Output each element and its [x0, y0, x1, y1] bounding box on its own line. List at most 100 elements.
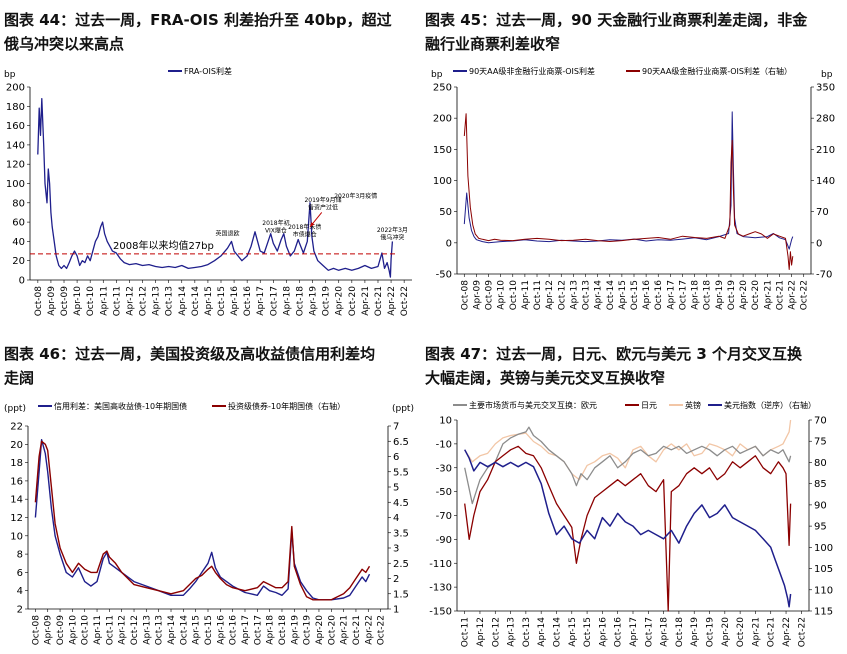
chart-46-xtick-label: Oct-21 [352, 615, 362, 645]
chart-44-xtick-label: Oct-19 [322, 286, 332, 317]
chart-46-xtick-label: Oct-17 [253, 615, 263, 645]
chart-46-ytick-right-label: 4 [393, 513, 399, 524]
chart-46-xtick-label: Oct-09 [56, 615, 66, 646]
chart-44-annotation: 2018年初 [262, 219, 289, 227]
chart-45-xtick-label: Apr-15 [618, 280, 628, 310]
chart-45-xtick-label: Oct-09 [485, 280, 495, 311]
chart-44-annotation: 2018年末债 [288, 223, 321, 231]
chart-44-ytick-label: 20 [12, 256, 25, 267]
chart-46-xtick-label: Oct-14 [179, 615, 189, 646]
chart-46-ytick-right-label: 2.5 [393, 559, 409, 570]
chart-44-xtick-label: Oct-17 [269, 286, 279, 316]
chart-44-xtick-label: Oct-13 [165, 286, 175, 316]
chart-46-ytick-right-label: 3 [393, 544, 399, 555]
chart-45-plot: -50 0 50 100 150 200 250 -70 0 70 140 210 280 350 Oct-… [431, 66, 835, 311]
chart-44-annotation: 2022年3月 [377, 226, 408, 234]
chart-47-ytick-right-label: 95 [814, 522, 827, 533]
chart-47-legend-label: 主要市场货币与美元交叉互换：欧元 [469, 400, 597, 410]
chart-45-xtick-label: Oct-22 [800, 280, 810, 310]
chart-45-xtick-label: Oct-19 [727, 280, 737, 311]
chart-45-xtick-label: Apr-12 [545, 280, 555, 310]
chart-46-xtick-label: Apr-13 [142, 615, 152, 645]
chart-45-legend-label: 90天AA级非金融行业商票-OIS利差 [469, 66, 595, 76]
chart-45-ytick-label: 150 [433, 145, 452, 156]
chart-47-xtick-label: Apr-22 [782, 617, 792, 647]
chart-44-xtick-label: Oct-10 [86, 286, 96, 317]
chart-47-xtick-label: Apr-18 [660, 617, 670, 647]
chart-45-xtick-label: Apr-20 [739, 280, 749, 310]
chart-44-ytick-label: 0 [19, 276, 25, 287]
chart-46-legend-label: 信用利差：美国高收益债-10年期国债 [54, 401, 187, 411]
chart-47-xtick-label: Oct-20 [736, 617, 746, 648]
chart-45-xtick-label: Oct-17 [678, 280, 688, 310]
chart-47-xtick-label: Oct-21 [767, 617, 777, 647]
chart-47-title-line1: 图表 47：过去一周，日元、欧元与美元 3 个月交叉互换 [425, 345, 802, 363]
chart-45-xtick-label: Oct-16 [654, 280, 664, 311]
chart-panel-46: 图表 46：过去一周，美国投资级及高收益债信用利差均 走阔 2 4 6 8 10 12 14… [0, 327, 423, 654]
chart-46-xtick-label: Apr-11 [93, 615, 103, 645]
chart-45-ytick-right-label: 140 [816, 176, 835, 187]
chart-47-xtick-label: Apr-16 [598, 617, 608, 647]
chart-44-legend-label: FRA-OIS利差 [184, 66, 232, 76]
chart-47-xtick-label: Apr-13 [507, 617, 517, 647]
chart-45-ytick-right-label: -70 [816, 270, 832, 281]
chart-44-xtick-label: Apr-11 [99, 286, 109, 316]
chart-44-xtick-label: Apr-12 [125, 286, 135, 316]
chart-45-ytick-label: 200 [433, 114, 452, 125]
chart-47-ytick-right-label: 70 [814, 416, 827, 427]
chart-panel-44: 图表 44：过去一周，FRA-OIS 利差抬升至 40bp，超过 俄乌冲突以来高… [0, 0, 423, 327]
chart-45-xtick-label: Apr-13 [569, 280, 579, 310]
chart-47-ytick-right-label: 80 [814, 458, 827, 469]
chart-46-xtick-label: Oct-10 [81, 615, 91, 646]
chart-46-unit-right: (ppt) [392, 404, 414, 414]
chart-46-ytick-right-label: 5 [393, 483, 399, 494]
chart-47-xtick-label: Apr-12 [476, 617, 486, 647]
chart-47-legend-label: 日元 [641, 401, 657, 410]
chart-44-xtick-label: Apr-20 [335, 286, 345, 316]
chart-47-xtick-label: Oct-14 [552, 617, 562, 648]
chart-47-ytick-right-label: 90 [814, 500, 827, 511]
chart-45-ytick-right-label: 210 [816, 145, 835, 156]
chart-45-unit-right: bp [821, 70, 833, 80]
chart-46-plot: 2 4 6 8 10 12 14 16 18 20 22 1 1.5 2 2.5 3 3.5 4 4.5 5 5.5 6 6… [4, 401, 414, 646]
chart-46-ytick-label: 2 [17, 605, 23, 616]
chart-46-legend-label: 投资级债券-10年期国债（右轴） [228, 401, 345, 411]
chart-45-xtick-label: Apr-18 [691, 280, 701, 310]
chart-44-xtick-label: Oct-12 [139, 286, 149, 316]
chart-47-xtick-label: Apr-19 [690, 617, 700, 647]
chart-44-xtick-label: Oct-16 [243, 286, 253, 317]
chart-47-series-3 [464, 449, 792, 608]
chart-47-ytick-label: -110 [429, 559, 452, 570]
chart-47-legend-label: 美元指数（逆序）（右轴） [724, 400, 816, 410]
chart-46-ytick-label: 4 [17, 586, 23, 597]
chart-44-title-line1: 图表 44：过去一周，FRA-OIS 利差抬升至 40bp，超过 [4, 11, 392, 29]
chart-44-xtick-label: Apr-18 [282, 286, 292, 316]
chart-44-xtick-label: Apr-13 [152, 286, 162, 316]
chart-46-ytick-right-label: 2 [393, 574, 399, 585]
chart-45-series-0 [463, 111, 794, 250]
chart-47-xtick-label: Oct-12 [491, 617, 501, 647]
chart-46-ytick-label: 20 [10, 440, 23, 451]
chart-47-ytick-right-label: 100 [814, 543, 833, 554]
chart-45-series-1 [463, 113, 794, 270]
chart-45-ytick-label: 50 [439, 207, 452, 218]
chart-46-xtick-label: Oct-18 [278, 615, 288, 646]
chart-44-annotation: 英国退欧 [216, 230, 240, 238]
chart-44-ytick-label: 120 [6, 160, 25, 171]
chart-47-ytick-right-label: 110 [814, 585, 833, 596]
chart-47-ytick-right-label: 115 [814, 607, 833, 618]
chart-46-xtick-label: Oct-19 [303, 615, 313, 646]
chart-46-series-1 [34, 440, 371, 601]
chart-47-xtick-label: Apr-14 [537, 617, 547, 647]
chart-45-xtick-label: Apr-11 [521, 280, 531, 310]
chart-45-xtick-label: Oct-11 [533, 280, 543, 310]
chart-46-xtick-label: Apr-21 [340, 615, 350, 645]
chart-46-ytick-right-label: 4.5 [393, 498, 409, 509]
chart-46-xtick-label: Oct-13 [155, 615, 165, 645]
chart-45-ytick-label: 250 [433, 83, 452, 94]
chart-44-xtick-label: Oct-11 [112, 286, 122, 316]
chart-44-xtick-label: Oct-20 [348, 286, 358, 317]
chart-44-annotation: 备资产过低 [308, 204, 338, 212]
chart-44-xtick-label: Apr-16 [230, 286, 240, 316]
chart-46-ytick-label: 22 [10, 422, 23, 433]
